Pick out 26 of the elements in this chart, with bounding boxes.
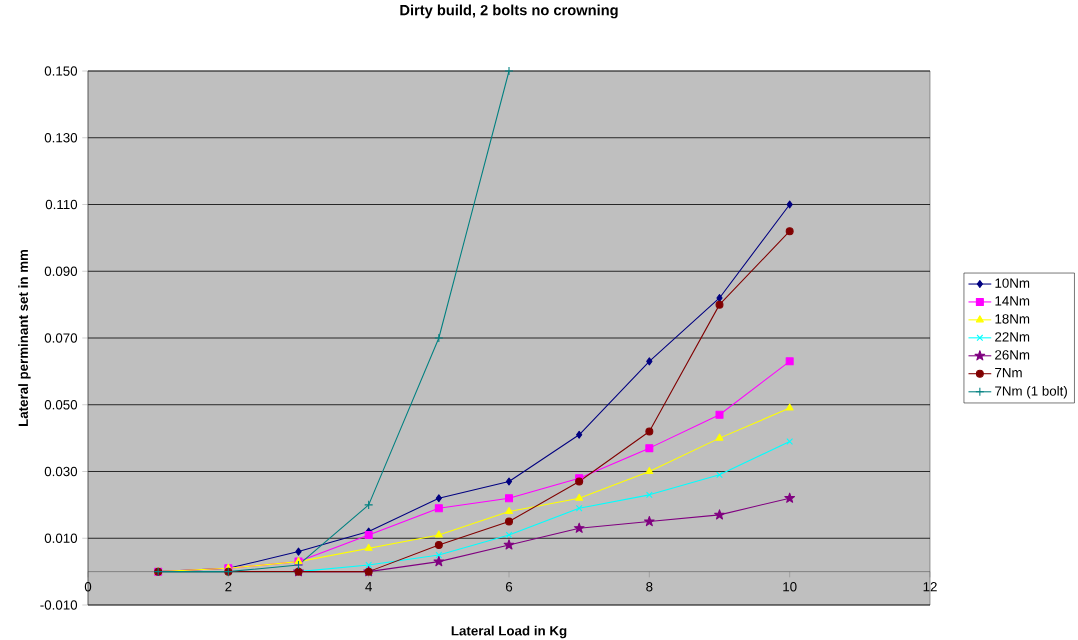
x-tick-label: 8 [646,582,653,592]
y-tick-label: 0.050 [44,400,78,410]
x-tick-label: 2 [225,582,232,592]
y-tick-label: 0.090 [44,266,78,276]
y-tick-label: -0.010 [40,600,78,610]
x-tick-label: 12 [923,582,937,592]
y-tick-label: 0.010 [44,533,78,543]
y-tick-label: 0.030 [44,466,78,477]
x-tick-label: 6 [505,582,513,592]
legend-label: 22Nm [995,332,1030,342]
y-tick-label: 0.130 [44,133,78,143]
chart-title: Dirty build, 2 bolts no crowning [400,4,618,19]
x-tick-label: 0 [84,582,92,592]
x-tick-label: 4 [365,582,372,592]
y-axis-title: Lateral perminant set in mm [18,249,31,427]
legend-label: 14Nm [995,296,1030,306]
y-tick-label: 0.070 [44,333,78,343]
legend-label: 26Nm [995,350,1030,360]
x-tick-label: 10 [783,582,797,592]
y-tick-label: 0.110 [45,199,78,210]
legend-label: 18Nm [995,314,1030,324]
y-tick-label: 0.150 [44,66,78,76]
x-axis-title: Lateral Load in Kg [451,625,567,639]
legend-label: 7Nm (1 bolt) [995,385,1067,399]
legend-label: 10Nm [995,278,1030,288]
legend-label: 7Nm [995,368,1022,378]
